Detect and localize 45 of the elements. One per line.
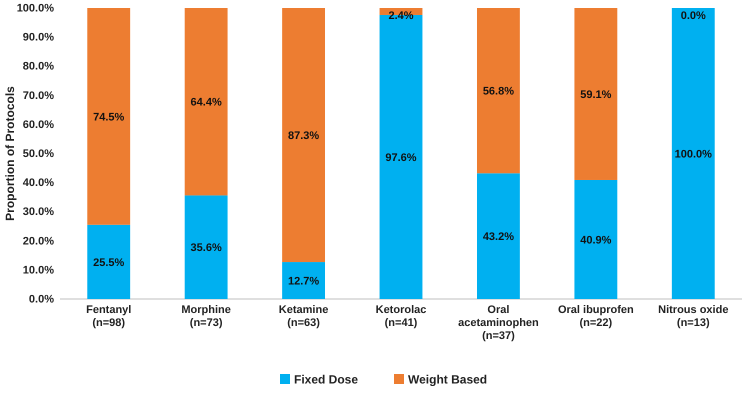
data-label: 56.8% xyxy=(482,86,514,98)
bar xyxy=(574,180,618,299)
bar xyxy=(184,195,228,299)
legend-label: Weight Based xyxy=(408,372,488,386)
bar xyxy=(87,8,130,225)
bar xyxy=(282,8,326,262)
x-tick-label: Oral ibuprofen (n=22) xyxy=(558,304,634,329)
x-tick-label: Ketorolac (n=41) xyxy=(376,304,426,329)
y-tick-label: 0.0% xyxy=(28,294,54,306)
data-label: 25.5% xyxy=(93,256,125,269)
legend-label: Fixed Dose xyxy=(294,372,358,386)
y-tick-label: 40.0% xyxy=(22,177,54,190)
data-label: 43.2% xyxy=(482,231,514,244)
data-label: 87.3% xyxy=(288,130,320,142)
y-tick-label: 70.0% xyxy=(22,90,54,102)
bar xyxy=(476,8,520,174)
bar xyxy=(672,8,715,299)
y-tick-label: 60.0% xyxy=(22,118,54,131)
y-tick-label: 100.0% xyxy=(16,2,54,15)
bar xyxy=(184,8,228,196)
data-label: 40.9% xyxy=(580,234,612,246)
data-label: 0.0% xyxy=(680,10,706,22)
x-tick-label: Fentanyl (n=98) xyxy=(86,304,132,329)
y-axis-title: Proportion of Protocols xyxy=(3,86,17,221)
y-tick-label: 80.0% xyxy=(22,60,54,73)
bar xyxy=(87,224,130,299)
data-label: 74.5% xyxy=(93,111,125,124)
y-tick-label: 30.0% xyxy=(22,206,54,218)
data-label: 59.1% xyxy=(580,88,612,101)
x-tick-label: Morphine (n=73) xyxy=(181,304,231,329)
x-tick-label: Ketamine (n=63) xyxy=(278,304,328,329)
data-label: 35.6% xyxy=(190,242,222,254)
bar xyxy=(476,173,520,299)
y-tick-label: 50.0% xyxy=(22,148,54,160)
data-label: 97.6% xyxy=(385,152,417,164)
bar xyxy=(282,262,326,299)
y-tick-label: 10.0% xyxy=(22,264,54,276)
y-tick-label: 90.0% xyxy=(22,32,54,44)
x-tick-label: Oral acetaminophen (n=37) xyxy=(458,304,540,342)
y-tick-label: 20.0% xyxy=(22,235,54,248)
bar xyxy=(574,8,618,180)
x-tick-label: Nitrous oxide (n=13) xyxy=(658,304,728,329)
data-label: 64.4% xyxy=(190,96,222,109)
data-label: 12.7% xyxy=(288,276,320,288)
data-label: 100.0% xyxy=(674,148,712,160)
